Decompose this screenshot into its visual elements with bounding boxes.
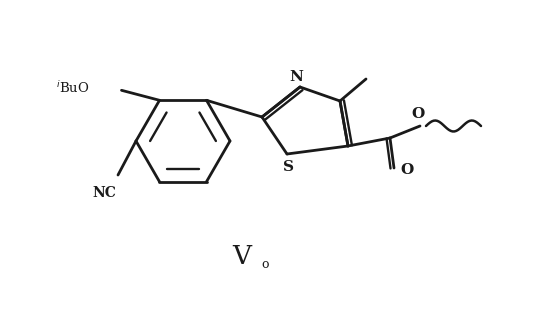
Text: V: V bbox=[233, 244, 251, 269]
Text: NC: NC bbox=[92, 186, 116, 200]
Text: O: O bbox=[401, 163, 414, 177]
Text: S: S bbox=[283, 160, 294, 174]
Text: O: O bbox=[411, 107, 425, 121]
Text: N: N bbox=[289, 70, 303, 84]
Text: $^{i}$BuO: $^{i}$BuO bbox=[56, 80, 89, 96]
Text: o: o bbox=[261, 259, 269, 272]
